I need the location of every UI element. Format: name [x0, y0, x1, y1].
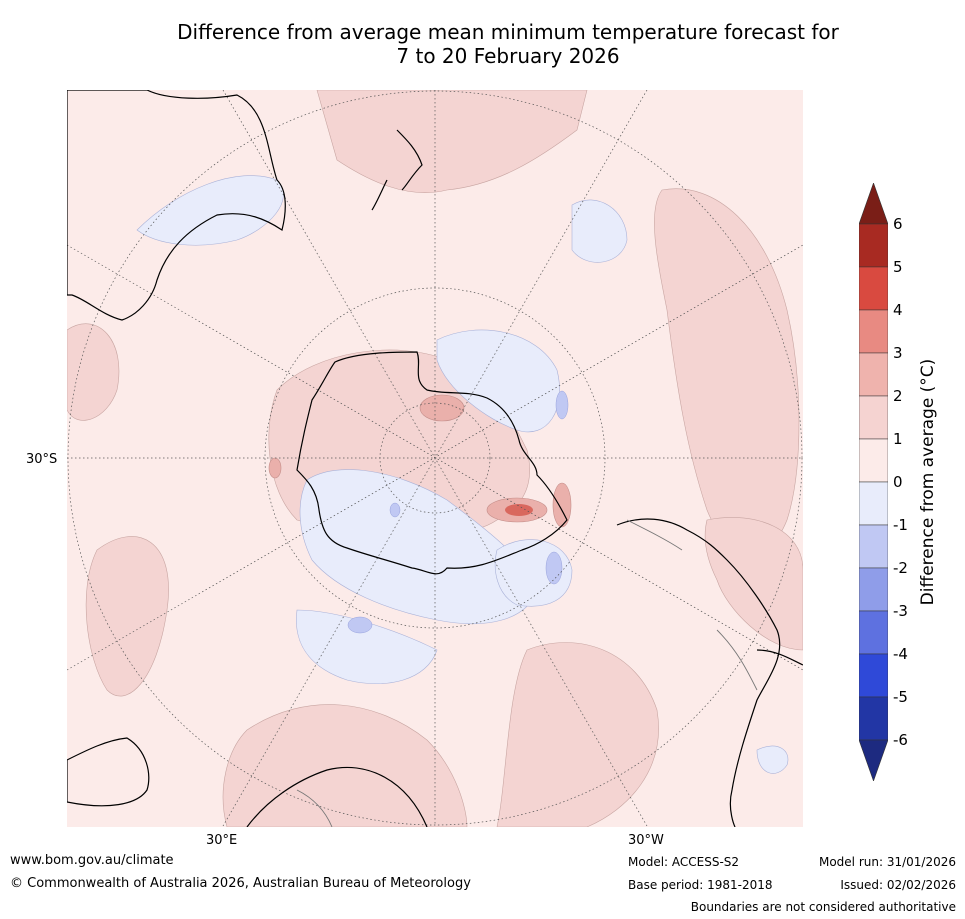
colorbar-tick: -2 [893, 559, 908, 577]
latitude-circle-60S [264, 287, 606, 629]
cool-spot-2 [545, 551, 563, 585]
warm-region-southwest [85, 536, 169, 697]
colorbar-bands [859, 223, 888, 741]
colorbar-label: Difference from average (°C) [918, 358, 938, 606]
boundary-2 [716, 629, 758, 691]
coast-south-america-east [756, 649, 803, 666]
colorbar-tick: -6 [893, 731, 908, 749]
meridian-60W [67, 244, 803, 671]
colorbar-band-9 [859, 610, 888, 655]
cool-spot-4 [389, 502, 401, 518]
warm-spot-west [268, 457, 282, 479]
lat-label-30S: 30°S [26, 452, 58, 467]
warm-spot-drake [552, 482, 572, 528]
colorbar-band-0 [859, 223, 888, 268]
cool-region-antarctic-west [299, 469, 538, 625]
cool-spot-1 [347, 616, 373, 634]
footer-boundaries: Boundaries are not considered authoritat… [690, 900, 956, 914]
warm-spot-antarctic-peninsula [419, 394, 465, 422]
title-line-2: 7 to 20 February 2026 [396, 44, 620, 68]
moderate-cool-spots [347, 390, 569, 634]
colorbar-tick: -4 [893, 645, 908, 663]
boundary-1 [626, 519, 683, 551]
coastlines [67, 90, 803, 827]
title-line-1: Difference from average mean minimum tem… [177, 20, 839, 44]
lon-label-30W: 30°W [628, 833, 664, 848]
meridian-30W [222, 90, 648, 827]
colorbar-tick: 2 [893, 387, 903, 405]
footer-issued: Issued: 02/02/2026 [840, 878, 956, 892]
country-boundaries [296, 519, 758, 827]
colorbar-tick: -3 [893, 602, 908, 620]
warm-region-far-east [704, 517, 803, 651]
footer-base-period: Base period: 1981-2018 [628, 878, 773, 892]
colorbar-band-1 [859, 266, 888, 311]
colorbar-band-2 [859, 309, 888, 354]
coast-africa [67, 737, 150, 807]
colorbar-band-8 [859, 567, 888, 612]
map-canvas [67, 90, 803, 827]
warm-region-west [67, 323, 120, 421]
colorbar-band-5 [859, 438, 888, 483]
colorbar-tick: 3 [893, 344, 903, 362]
colorbar-top-arrow [859, 183, 888, 225]
footer-url[interactable]: www.bom.gov.au/climate [10, 853, 174, 868]
colorbar-tick: 0 [893, 473, 903, 491]
coast-south-america-lower [246, 766, 428, 827]
colorbar-tick: -1 [893, 516, 908, 534]
footer-model-run: Model run: 31/01/2026 [818, 855, 956, 869]
colorbar-band-4 [859, 395, 888, 440]
cool-region-australia [136, 175, 284, 246]
warm-region-east-band [654, 188, 800, 554]
footer-model: Model: ACCESS-S2 [628, 855, 740, 869]
coast-new-zealand-north [396, 129, 423, 191]
cool-spot-3 [555, 390, 569, 420]
cool-region-east-small [756, 745, 789, 774]
colorbar-bottom-arrow [859, 739, 888, 781]
colorbar [859, 183, 888, 781]
colorbar-band-7 [859, 524, 888, 569]
colorbar-tick: 4 [893, 301, 903, 319]
polar-map [67, 90, 803, 827]
footer-copyright: © Commonwealth of Australia 2026, Austra… [10, 876, 471, 891]
graticule [67, 90, 803, 827]
cool-region-north [571, 199, 628, 263]
cool-anomaly-regions [136, 175, 789, 774]
boundary-3 [296, 789, 333, 827]
warm-region-north [316, 90, 588, 193]
chart-title: Difference from average mean minimum tem… [0, 20, 965, 68]
cool-region-ross [436, 329, 560, 433]
colorbar-tick: 5 [893, 258, 903, 276]
hot-spot [505, 504, 533, 516]
coast-australia [67, 90, 286, 321]
warm-region-southeast [496, 642, 659, 827]
warm-region-south [222, 704, 468, 827]
coast-new-zealand-south [371, 179, 388, 211]
coast-antarctica [296, 351, 568, 575]
colorbar-band-6 [859, 481, 888, 526]
colorbar-band-10 [859, 653, 888, 698]
colorbar-band-11 [859, 696, 888, 741]
colorbar-tick: -5 [893, 688, 908, 706]
colorbar-band-3 [859, 352, 888, 397]
colorbar-tick: 6 [893, 215, 903, 233]
coast-south-america [616, 518, 781, 827]
colorbar-tick: 1 [893, 430, 903, 448]
lon-label-30E: 30°E [206, 833, 238, 848]
strong-warm-spots [268, 394, 572, 528]
